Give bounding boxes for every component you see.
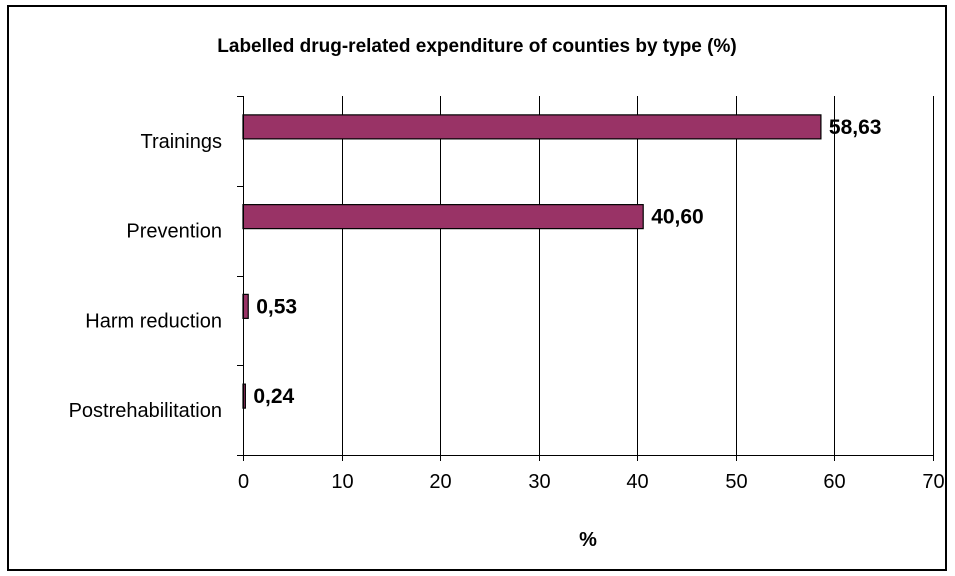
category-label: Trainings bbox=[140, 131, 222, 153]
data-label: 40,60 bbox=[651, 206, 704, 229]
category-label: Postrehabilitation bbox=[69, 400, 222, 422]
bars bbox=[242, 114, 822, 409]
bar bbox=[242, 114, 822, 140]
x-tick-label: 40 bbox=[626, 471, 648, 493]
x-axis-title: % bbox=[579, 529, 597, 551]
data-label: 0,53 bbox=[256, 295, 297, 318]
x-tick-label: 20 bbox=[429, 471, 451, 493]
category-labels: Trainings Prevention Harm reduction Postreh… bbox=[69, 131, 222, 422]
x-tick-labels: 0 10 20 30 40 50 60 70 bbox=[238, 471, 945, 493]
x-tick-label: 50 bbox=[725, 471, 747, 493]
x-tick-label: 70 bbox=[922, 471, 944, 493]
category-label: Harm reduction bbox=[85, 310, 222, 332]
category-label: Prevention bbox=[126, 221, 222, 243]
gridlines bbox=[342, 96, 934, 455]
chart-frame bbox=[7, 5, 947, 571]
x-tick-label: 30 bbox=[528, 471, 550, 493]
data-labels: 58,63 40,60 0,53 0,24 bbox=[253, 116, 881, 408]
chart-title: Labelled drug-related expenditure of cou… bbox=[217, 36, 736, 57]
x-tick-label: 60 bbox=[823, 471, 845, 493]
data-label: 0,24 bbox=[253, 385, 294, 408]
axes bbox=[237, 96, 934, 461]
x-tick-label: 0 bbox=[238, 471, 249, 493]
data-label: 58,63 bbox=[829, 116, 882, 139]
x-tick-label: 10 bbox=[331, 471, 353, 493]
bar bbox=[242, 204, 644, 230]
